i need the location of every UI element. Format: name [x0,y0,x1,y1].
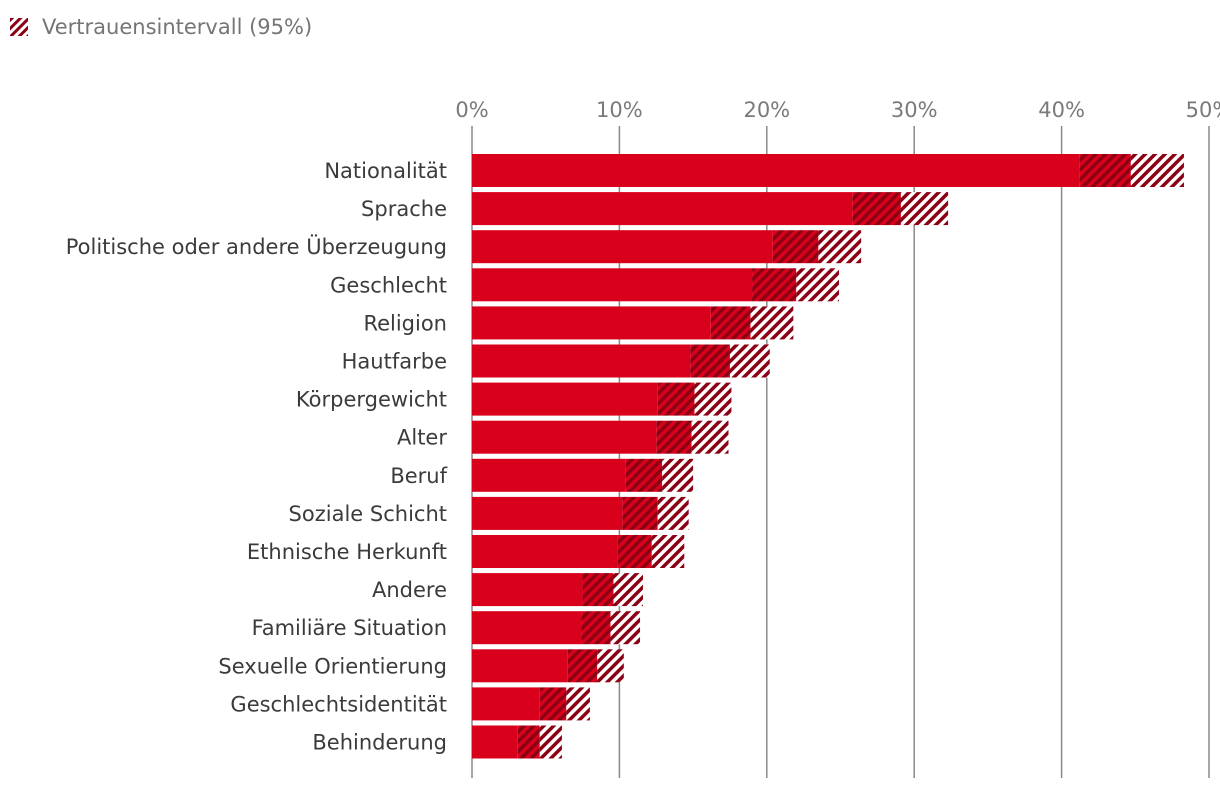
bar [472,420,657,454]
category-label: Andere [372,578,447,602]
ci-upper-segment [729,344,770,378]
ci-upper-segment [539,725,562,759]
category-label: Nationalität [324,159,447,183]
ci-upper-segment [796,268,840,302]
bar [472,230,773,264]
ci-upper-segment [900,192,949,226]
category-label: Körpergewicht [296,388,447,412]
category-labels: Nationalität Sprache Politische oder ander… [66,159,448,755]
ci-lower-segment [852,192,901,226]
x-tick-label: 0% [455,98,488,122]
bar [472,535,618,568]
x-tick-label: 30% [891,98,938,122]
ci-upper-segment [657,496,689,530]
bar-group [472,230,862,264]
bar-group [472,420,729,454]
category-label: Ethnische Herkunft [247,540,447,564]
bar [472,458,626,492]
bar [472,192,853,226]
legend-label: Vertrauensintervall (95%) [42,15,313,39]
bar-group [472,192,949,226]
x-tick-label: 10% [596,98,643,122]
ci-lower-segment [656,420,692,454]
ci-lower-segment [582,573,614,607]
ci-lower-segment [690,344,730,378]
ci-lower-segment [625,458,663,492]
bar-group [472,154,1184,187]
bar-group [472,268,840,302]
bar [472,573,583,607]
bar-group [472,458,694,492]
x-tick-label: 20% [743,98,790,122]
bar-group [472,382,732,416]
ci-upper-segment [566,687,590,721]
ci-lower-segment [567,649,598,683]
x-tick-label: 40% [1038,98,1085,122]
category-label: Behinderung [312,731,447,755]
bar-group [472,344,770,378]
category-label: Alter [397,426,447,450]
category-label: Hautfarbe [342,350,447,374]
ci-upper-segment [750,306,794,340]
ci-lower-segment [617,535,652,568]
ci-lower-segment [657,382,695,416]
bar-group [472,725,562,759]
x-axis-ticks: 0% 10% 20% 30% 40% 50% [455,98,1220,122]
ci-upper-segment [662,458,694,492]
category-label: Sprache [361,197,447,221]
category-label: Familiäre Situation [252,616,447,640]
bar [472,268,753,302]
bar [472,649,568,683]
x-tick-label: 50% [1186,98,1220,122]
hatched-square-icon [10,18,28,36]
ci-lower-segment [581,611,611,645]
category-label: Geschlechtsidentität [230,692,447,716]
bar [472,154,1080,187]
bar-group [472,306,794,340]
ci-upper-segment [691,420,729,454]
bars [472,154,1184,759]
category-label: Sexuelle Orientierung [218,654,447,678]
ci-upper-segment [613,573,643,607]
bar [472,725,518,759]
bar-group [472,496,689,530]
category-label: Beruf [390,464,447,488]
ci-upper-segment [1130,154,1184,187]
ci-lower-segment [772,230,819,264]
bar [472,611,582,645]
bar-group [472,573,643,607]
bar [472,382,658,416]
bar [472,344,691,378]
category-label: Geschlecht [330,273,447,297]
bar [472,306,711,340]
ci-lower-segment [1079,154,1131,187]
ci-upper-segment [597,649,624,683]
ci-upper-segment [818,230,862,264]
ci-upper-segment [694,382,732,416]
category-label: Politische oder andere Überzeugung [66,234,447,259]
legend: Vertrauensintervall (95%) [10,12,312,42]
category-label: Soziale Schicht [289,502,447,526]
ci-lower-segment [539,687,567,721]
ci-upper-segment [610,611,641,645]
bar-group [472,535,685,568]
bar-group [472,649,624,683]
ci-lower-segment [752,268,797,302]
ci-lower-segment [517,725,540,759]
ci-lower-segment [622,496,658,530]
ci-upper-segment [651,535,685,568]
ci-lower-segment [710,306,751,340]
bar-group [472,687,590,721]
category-label: Religion [363,311,447,335]
bar-group [472,611,641,645]
bar [472,687,540,721]
bar [472,496,623,530]
